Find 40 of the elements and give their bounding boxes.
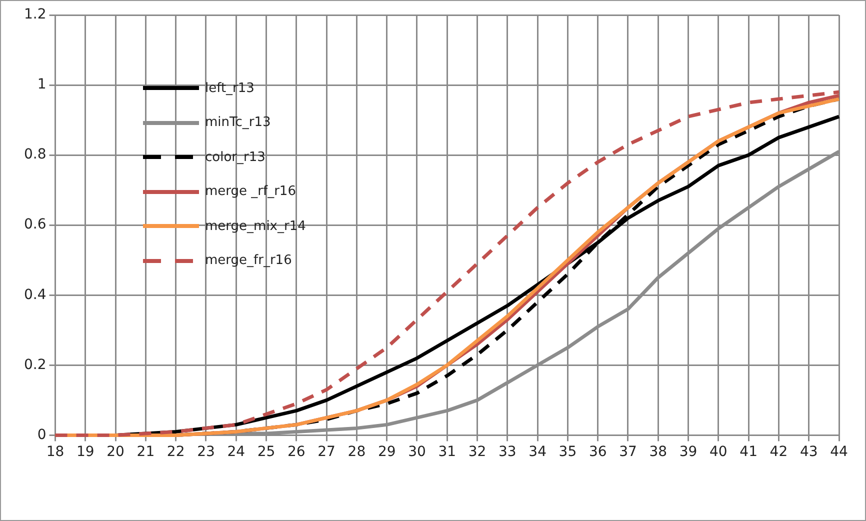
x-tick-label: 29: [378, 444, 396, 460]
legend-label: merge _rf_r16: [205, 184, 296, 200]
x-tick-label: 32: [468, 444, 486, 460]
x-tick-label: 33: [498, 444, 516, 460]
y-tick-label: 0.4: [24, 286, 46, 303]
y-tick-label: 1: [37, 76, 46, 93]
x-tick-label: 36: [588, 444, 607, 460]
x-tick-label: 42: [770, 444, 788, 460]
x-tick-label: 26: [288, 444, 306, 460]
x-tick-label: 19: [76, 444, 94, 460]
x-tick-label: 28: [348, 444, 366, 460]
x-tick-label: 20: [106, 444, 124, 460]
x-tick-label: 37: [619, 444, 637, 460]
y-tick-label: 0.2: [24, 356, 46, 373]
x-tick-label: 30: [408, 444, 426, 460]
x-tick-label: 21: [136, 444, 155, 460]
x-tick-label: 18: [46, 444, 64, 460]
x-tick-label: 44: [830, 444, 848, 460]
x-tick-label: 38: [649, 444, 668, 460]
x-tick-label: 35: [558, 444, 577, 460]
x-tick-label: 41: [740, 444, 758, 460]
y-tick-label: 0.8: [24, 146, 46, 163]
legend-label: merge_fr_r16: [205, 253, 292, 268]
x-tick-label: 24: [227, 444, 246, 460]
x-tick-label: 25: [257, 444, 276, 460]
x-tick-label: 27: [318, 444, 336, 460]
x-tick-label: 23: [197, 444, 215, 460]
x-tick-label: 40: [710, 444, 728, 460]
x-tick-label: 31: [438, 444, 456, 460]
x-tick-label: 22: [166, 444, 185, 460]
y-tick-label: 1.2: [24, 6, 46, 23]
y-tick-label: 0: [37, 426, 46, 443]
legend-label: color_r13: [205, 150, 266, 165]
y-tick-label: 0.6: [24, 216, 46, 233]
x-tick-label: 39: [679, 444, 698, 460]
legend-label: merge_mix_r14: [205, 218, 306, 234]
x-tick-label: 34: [528, 444, 547, 460]
legend-label: left_r13: [205, 80, 254, 96]
legend-label: minTc_r13: [205, 115, 271, 130]
x-tick-label: 43: [800, 444, 818, 460]
